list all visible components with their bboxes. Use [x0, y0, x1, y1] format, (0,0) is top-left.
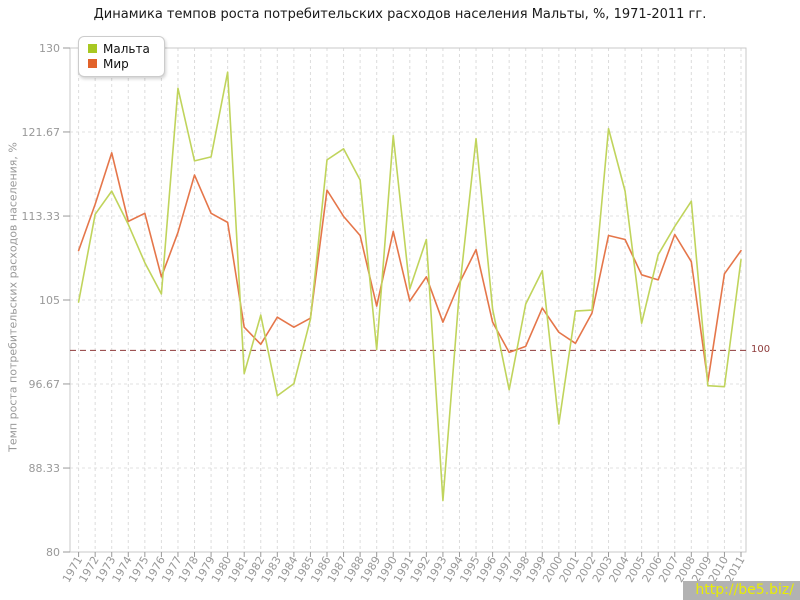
legend-label-mir: Мир	[103, 56, 129, 71]
series-mir-line	[77, 152, 742, 383]
y-tick-label: 121.67	[22, 126, 61, 139]
y-tick-label: 88.33	[29, 462, 61, 475]
mir-swatch-icon	[88, 59, 97, 68]
y-tick-label: 80	[46, 546, 60, 559]
chart-title: Динамика темпов роста потребительских ра…	[93, 7, 707, 22]
malta-swatch-icon	[88, 44, 97, 53]
y-tick-label: 105	[39, 294, 60, 307]
legend: Мальта Мир	[78, 36, 165, 77]
reference-line-label: 100	[751, 344, 771, 355]
legend-item-malta: Мальта	[88, 41, 150, 56]
watermark-link[interactable]: http://be5.biz/	[683, 581, 800, 600]
y-tick-label: 113.33	[22, 210, 61, 223]
y-tick-label: 130	[39, 42, 60, 55]
series-malta-line	[77, 71, 742, 502]
legend-item-mir: Мир	[88, 56, 150, 71]
legend-label-malta: Мальта	[103, 41, 150, 56]
y-tick-label: 96.67	[29, 378, 61, 391]
